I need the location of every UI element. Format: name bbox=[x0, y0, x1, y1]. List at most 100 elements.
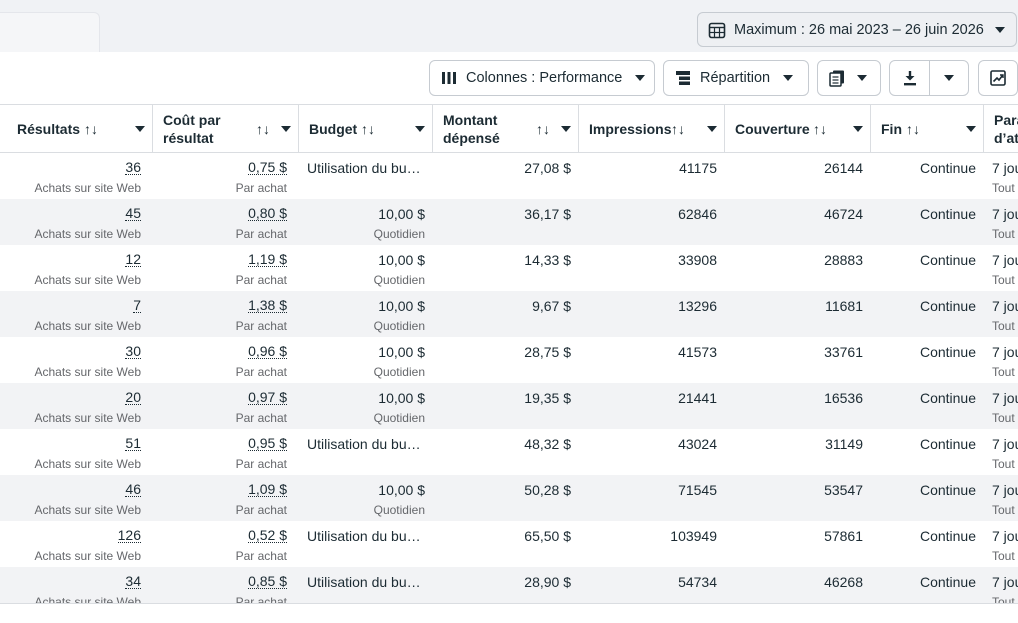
header-budget-label: Budget bbox=[309, 121, 358, 137]
end-value: Continue bbox=[919, 160, 976, 176]
cost-value[interactable]: 1,09 $ bbox=[248, 481, 287, 497]
header-impressions[interactable]: Impressions ↑↓ bbox=[579, 105, 725, 153]
amount-spent-value: 65,50 $ bbox=[524, 528, 571, 544]
cost-type: Par achat bbox=[235, 503, 287, 517]
budget-value: 10,00 $ bbox=[378, 390, 425, 406]
attribution-value: 7 jou bbox=[992, 344, 1018, 360]
cost-value[interactable]: 0,85 $ bbox=[248, 573, 287, 589]
results-value[interactable]: 34 bbox=[125, 573, 141, 589]
sort-icon[interactable]: ↑↓ bbox=[536, 121, 550, 137]
cost-value[interactable]: 0,95 $ bbox=[248, 435, 287, 451]
header-budget[interactable]: Budget ↑↓ bbox=[299, 105, 433, 153]
table-row[interactable]: 46 Achats sur site Web 1,09 $ Par achat 10,0… bbox=[0, 475, 1018, 521]
caret-down-icon[interactable] bbox=[281, 125, 291, 133]
results-value[interactable]: 51 bbox=[125, 435, 141, 451]
impressions-value: 41175 bbox=[679, 160, 717, 176]
breakdown-button[interactable]: Répartition bbox=[663, 60, 809, 96]
results-value[interactable]: 12 bbox=[125, 251, 141, 267]
amount-spent-value: 28,75 $ bbox=[524, 344, 571, 360]
cost-value[interactable]: 1,19 $ bbox=[248, 251, 287, 267]
amount-spent-value: 36,17 $ bbox=[524, 206, 571, 222]
top-tab[interactable] bbox=[0, 12, 100, 52]
table-row[interactable]: 45 Achats sur site Web 0,80 $ Par achat 10,0… bbox=[0, 199, 1018, 245]
results-value[interactable]: 7 bbox=[133, 297, 141, 313]
columns-button[interactable]: Colonnes : Performance bbox=[429, 60, 655, 96]
cost-type: Par achat bbox=[235, 319, 287, 333]
reach-value: 31149 bbox=[825, 436, 863, 452]
caret-down-icon bbox=[783, 75, 794, 81]
download-icon bbox=[903, 71, 916, 86]
budget-value: Utilisation du bu… bbox=[307, 160, 421, 176]
sort-icon[interactable]: ↑↓ bbox=[84, 121, 98, 137]
end-value: Continue bbox=[919, 298, 976, 314]
budget-value: Utilisation du bu… bbox=[307, 574, 421, 590]
cost-value[interactable]: 0,52 $ bbox=[248, 527, 287, 543]
end-value: Continue bbox=[919, 436, 976, 452]
amount-spent-value: 27,08 $ bbox=[524, 160, 571, 176]
cost-value[interactable]: 0,80 $ bbox=[248, 205, 287, 221]
sort-icon[interactable]: ↑↓ bbox=[256, 121, 270, 137]
cost-value[interactable]: 0,75 $ bbox=[248, 159, 287, 175]
impressions-value: 13296 bbox=[678, 298, 717, 314]
chart-button[interactable] bbox=[978, 60, 1018, 96]
reach-value: 11681 bbox=[825, 298, 863, 314]
cost-type: Par achat bbox=[235, 273, 287, 287]
cost-type: Par achat bbox=[235, 549, 287, 563]
caret-down-icon[interactable] bbox=[135, 125, 145, 133]
results-type: Achats sur site Web bbox=[34, 365, 142, 379]
table-row[interactable]: 51 Achats sur site Web 0,95 $ Par achat Util… bbox=[0, 429, 1018, 475]
amount-spent-value: 19,35 $ bbox=[524, 390, 571, 406]
header-results[interactable]: Résultats ↑↓ bbox=[0, 105, 153, 153]
caret-down-icon[interactable] bbox=[415, 125, 425, 133]
header-impressions-label: Impressions bbox=[589, 121, 672, 137]
budget-value: Utilisation du bu… bbox=[307, 528, 421, 544]
table-row[interactable]: 36 Achats sur site Web 0,75 $ Par achat Util… bbox=[0, 153, 1018, 199]
results-value[interactable]: 45 bbox=[125, 205, 141, 221]
budget-value: 10,00 $ bbox=[378, 482, 425, 498]
header-reach[interactable]: Couverture ↑↓ bbox=[725, 105, 871, 153]
results-value[interactable]: 36 bbox=[125, 159, 141, 175]
table-row[interactable]: 12 Achats sur site Web 1,19 $ Par achat 10,0… bbox=[0, 245, 1018, 291]
download-options-button[interactable] bbox=[929, 60, 969, 96]
caret-down-icon[interactable] bbox=[966, 125, 976, 133]
sort-icon[interactable]: ↑↓ bbox=[906, 121, 920, 137]
caret-down-icon[interactable] bbox=[707, 125, 717, 133]
header-attribution[interactable]: Parad’at bbox=[984, 105, 1018, 153]
cost-value[interactable]: 1,38 $ bbox=[248, 297, 287, 313]
results-value[interactable]: 30 bbox=[125, 343, 141, 359]
header-end[interactable]: Fin ↑↓ bbox=[871, 105, 984, 153]
sort-icon[interactable]: ↑↓ bbox=[361, 121, 375, 137]
caret-down-icon[interactable] bbox=[853, 125, 863, 133]
results-value[interactable]: 20 bbox=[125, 389, 141, 405]
table-row[interactable]: 30 Achats sur site Web 0,96 $ Par achat 10,0… bbox=[0, 337, 1018, 383]
reports-button[interactable] bbox=[817, 60, 881, 96]
download-button[interactable] bbox=[889, 60, 930, 96]
header-amount-spent[interactable]: Montant dépensé ↑↓ bbox=[433, 105, 579, 153]
end-value: Continue bbox=[919, 344, 976, 360]
cost-type: Par achat bbox=[235, 181, 287, 195]
caret-down-icon[interactable] bbox=[561, 125, 571, 133]
attribution-type: Tout bbox=[992, 365, 1015, 379]
toolbar: Colonnes : Performance Répartition bbox=[0, 52, 1018, 104]
amount-spent-value: 48,32 $ bbox=[524, 436, 571, 452]
table-row[interactable]: 7 Achats sur site Web 1,38 $ Par achat 10,00… bbox=[0, 291, 1018, 337]
sort-icon[interactable]: ↑↓ bbox=[671, 121, 685, 137]
budget-value: 10,00 $ bbox=[378, 298, 425, 314]
results-type: Achats sur site Web bbox=[34, 411, 142, 425]
header-cost-per-result[interactable]: Coût par résultat ↑↓ bbox=[153, 105, 299, 153]
results-value[interactable]: 126 bbox=[117, 527, 141, 543]
sort-icon[interactable]: ↑↓ bbox=[813, 121, 827, 137]
budget-value: Utilisation du bu… bbox=[307, 436, 421, 452]
attribution-value: 7 jou bbox=[992, 206, 1018, 222]
caret-down-icon bbox=[857, 75, 867, 81]
cost-value[interactable]: 0,96 $ bbox=[248, 343, 287, 359]
results-value[interactable]: 46 bbox=[125, 481, 141, 497]
table-row[interactable]: 20 Achats sur site Web 0,97 $ Par achat 10,0… bbox=[0, 383, 1018, 429]
cost-value[interactable]: 0,97 $ bbox=[248, 389, 287, 405]
table-row[interactable]: 126 Achats sur site Web 0,52 $ Par achat Uti… bbox=[0, 521, 1018, 567]
date-range-button[interactable]: Maximum : 26 mai 2023 – 26 juin 2026 bbox=[697, 12, 1017, 47]
attribution-type: Tout bbox=[992, 457, 1015, 471]
impressions-value: 21441 bbox=[678, 390, 717, 406]
header-end-label: Fin bbox=[881, 121, 902, 137]
attribution-type: Tout bbox=[992, 273, 1015, 287]
